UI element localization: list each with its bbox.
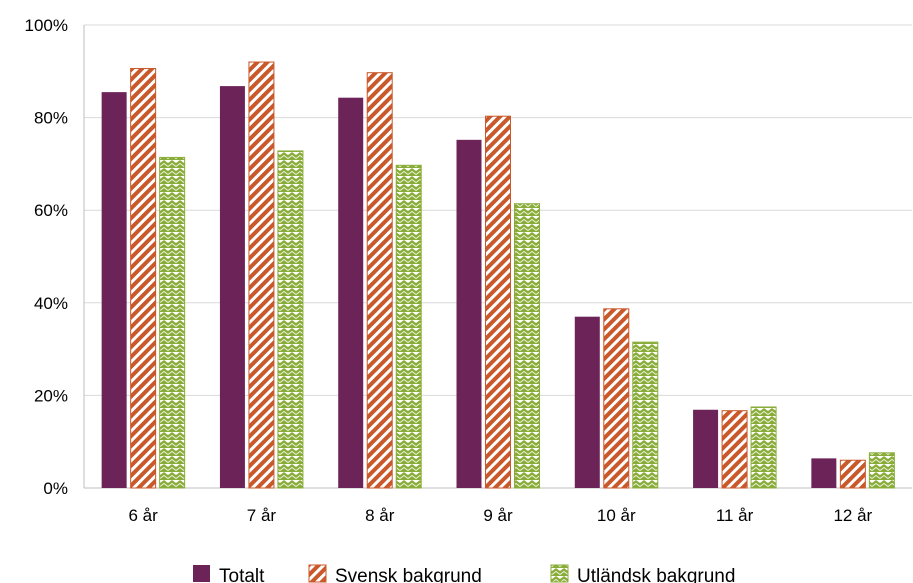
legend: Totalt Svensk bakgrund Utländsk bakgrund (193, 564, 735, 583)
bar-svensk-bakgrund-8-ar (366, 72, 393, 489)
bar-totalt-7-ar (219, 86, 245, 488)
x-tick-label: 10 år (597, 506, 636, 525)
bar-utlandsk-bakgrund-9-ar (514, 203, 540, 489)
y-tick-label: 100% (25, 16, 68, 35)
y-tick-label: 0% (43, 479, 68, 498)
x-tick-label: 11 år (716, 506, 754, 525)
x-tick-label: 7 år (247, 506, 277, 525)
tick-labels: 0% 20% 40% 60% 80% 100% 6 år 7 år 8 år 9 år 10 år 1… (25, 16, 873, 525)
legend-item-totalt: Totalt (193, 565, 265, 583)
legend-item-utlandsk-bakgrund: Utländsk bakgrund (550, 564, 735, 583)
bars (101, 61, 895, 489)
bar-utlandsk-bakgrund-6-ar (159, 156, 186, 489)
bar-svensk-bakgrund-6-ar (130, 68, 157, 489)
bar-utlandsk-bakgrund-11-ar (750, 406, 777, 489)
legend-swatch (550, 564, 569, 583)
bar-totalt-12-ar (811, 458, 837, 488)
bar-svensk-bakgrund-10-ar (603, 308, 630, 489)
bar-utlandsk-bakgrund-7-ar (277, 150, 304, 489)
bar-svensk-bakgrund-12-ar (839, 459, 866, 489)
legend-label: Utländsk bakgrund (577, 566, 735, 583)
bar-svensk-bakgrund-7-ar (248, 61, 275, 489)
x-tick-label: 9 år (483, 506, 513, 525)
x-tick-label: 12 år (833, 506, 872, 525)
bar-totalt-10-ar (574, 316, 600, 488)
y-tick-label: 40% (34, 294, 68, 313)
bar-utlandsk-bakgrund-8-ar (395, 164, 422, 489)
bar-svensk-bakgrund-11-ar (721, 410, 748, 489)
legend-label: Totalt (219, 566, 265, 583)
y-tick-label: 80% (34, 109, 68, 128)
bar-totalt-9-ar (456, 139, 482, 488)
y-tick-label: 20% (34, 386, 68, 405)
bar-utlandsk-bakgrund-12-ar (868, 452, 895, 489)
y-tick-label: 60% (34, 201, 68, 220)
bar-totalt-11-ar (693, 409, 719, 488)
bar-utlandsk-bakgrund-10-ar (632, 341, 659, 489)
legend-item-svensk-bakgrund: Svensk bakgrund (308, 564, 482, 583)
legend-swatch (308, 564, 327, 583)
bar-svensk-bakgrund-9-ar (485, 115, 511, 489)
bar-totalt-6-ar (101, 92, 127, 488)
bar-totalt-8-ar (338, 97, 364, 488)
legend-label: Svensk bakgrund (335, 566, 482, 583)
legend-swatch (193, 565, 210, 582)
x-tick-label: 6 år (128, 506, 158, 525)
x-tick-label: 8 år (365, 506, 395, 525)
